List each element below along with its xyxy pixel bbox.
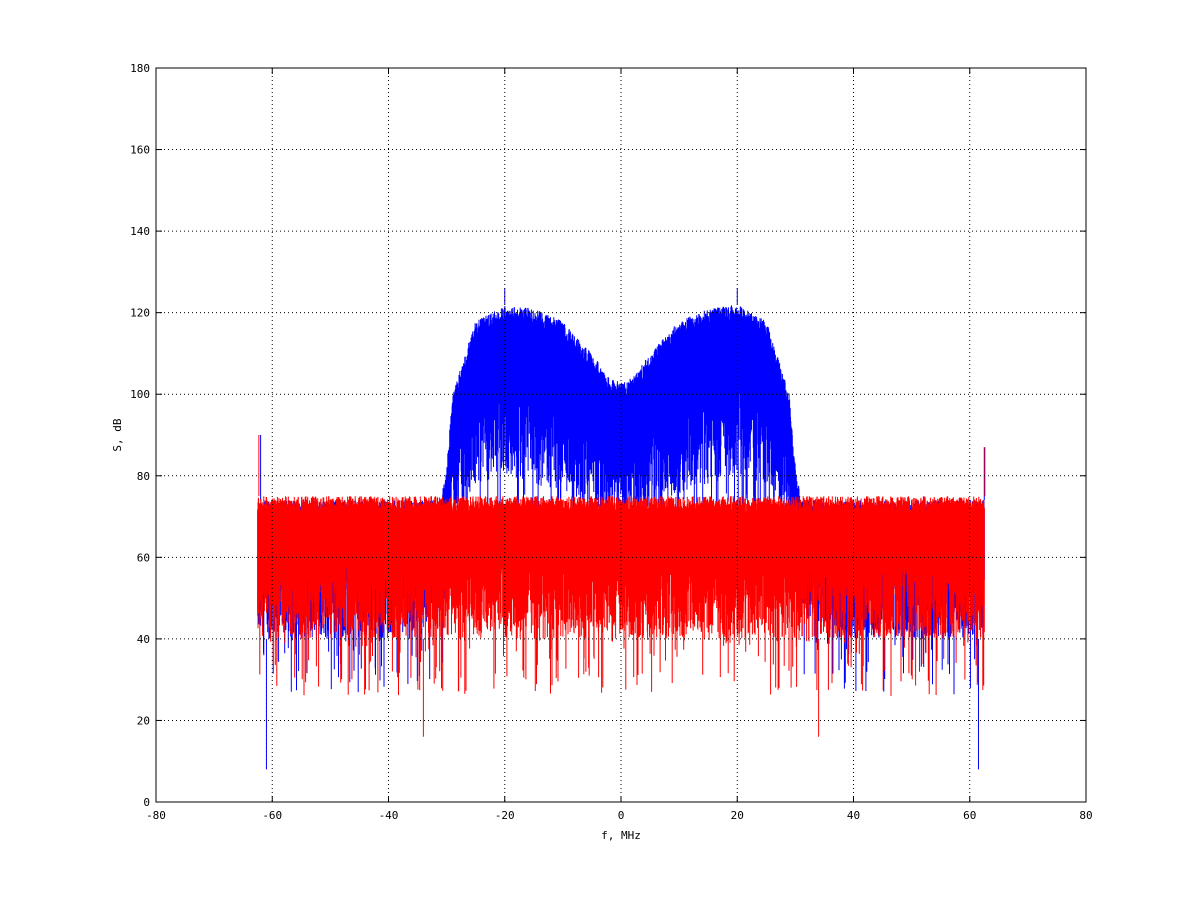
- grid: [156, 68, 1086, 802]
- y-axis-label: S, dB: [111, 418, 124, 451]
- y-tick-label: 140: [130, 225, 150, 238]
- x-tick-label: 80: [1079, 809, 1092, 822]
- x-tick-label: 20: [731, 809, 744, 822]
- x-tick-label: -80: [146, 809, 166, 822]
- y-tick-label: 180: [130, 62, 150, 75]
- series-2: [257, 435, 986, 737]
- x-tick-label: -40: [379, 809, 399, 822]
- y-tick-label: 160: [130, 144, 150, 157]
- y-tick-label: 120: [130, 307, 150, 320]
- y-tick-label: 60: [137, 551, 150, 564]
- x-tick-label: -20: [495, 809, 515, 822]
- x-tick-label: -60: [262, 809, 282, 822]
- y-tick-label: 20: [137, 714, 150, 727]
- y-tick-label: 0: [143, 796, 150, 809]
- y-tick-label: 40: [137, 633, 150, 646]
- x-tick-label: 0: [618, 809, 625, 822]
- y-tick-label: 80: [137, 470, 150, 483]
- x-tick-label: 60: [963, 809, 976, 822]
- x-tick-label: 40: [847, 809, 860, 822]
- plot-area: [257, 288, 986, 770]
- ticks: -80 -60 -40 -20 0 20 40 60 80 0 20 40 60 80 100 120 140 1…: [130, 62, 1093, 822]
- y-tick-label: 100: [130, 388, 150, 401]
- x-axis-label: f, MHz: [601, 829, 641, 842]
- series-2-trace: [257, 496, 985, 696]
